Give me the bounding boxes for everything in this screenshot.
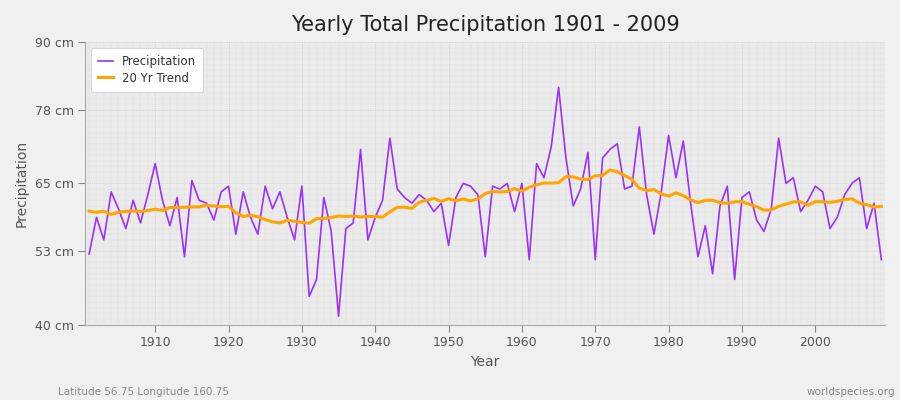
Precipitation: [304, 294, 315, 299]
Line: 20 Yr Trend: 20 Yr Trend: [89, 170, 881, 223]
Precipitation: [356, 147, 366, 152]
Precipitation: [524, 257, 535, 262]
Precipitation: [517, 181, 527, 186]
20 Yr Trend: [142, 208, 153, 213]
Precipitation: [84, 252, 94, 256]
Text: worldspecies.org: worldspecies.org: [807, 387, 896, 397]
20 Yr Trend: [356, 215, 366, 220]
Precipitation: [619, 187, 630, 192]
Precipitation: [554, 85, 564, 90]
20 Yr Trend: [524, 185, 535, 190]
Y-axis label: Precipitation: Precipitation: [15, 140, 29, 227]
20 Yr Trend: [84, 209, 94, 214]
Precipitation: [876, 257, 886, 262]
20 Yr Trend: [876, 204, 886, 209]
Line: Precipitation: Precipitation: [89, 87, 881, 316]
Precipitation: [333, 314, 344, 318]
Legend: Precipitation, 20 Yr Trend: Precipitation, 20 Yr Trend: [92, 48, 203, 92]
20 Yr Trend: [605, 168, 616, 172]
Title: Yearly Total Precipitation 1901 - 2009: Yearly Total Precipitation 1901 - 2009: [291, 15, 680, 35]
Text: Latitude 56.75 Longitude 160.75: Latitude 56.75 Longitude 160.75: [58, 387, 230, 397]
20 Yr Trend: [619, 173, 630, 178]
20 Yr Trend: [311, 216, 322, 221]
20 Yr Trend: [304, 221, 315, 226]
X-axis label: Year: Year: [471, 355, 500, 369]
Precipitation: [142, 192, 153, 197]
20 Yr Trend: [517, 189, 527, 194]
